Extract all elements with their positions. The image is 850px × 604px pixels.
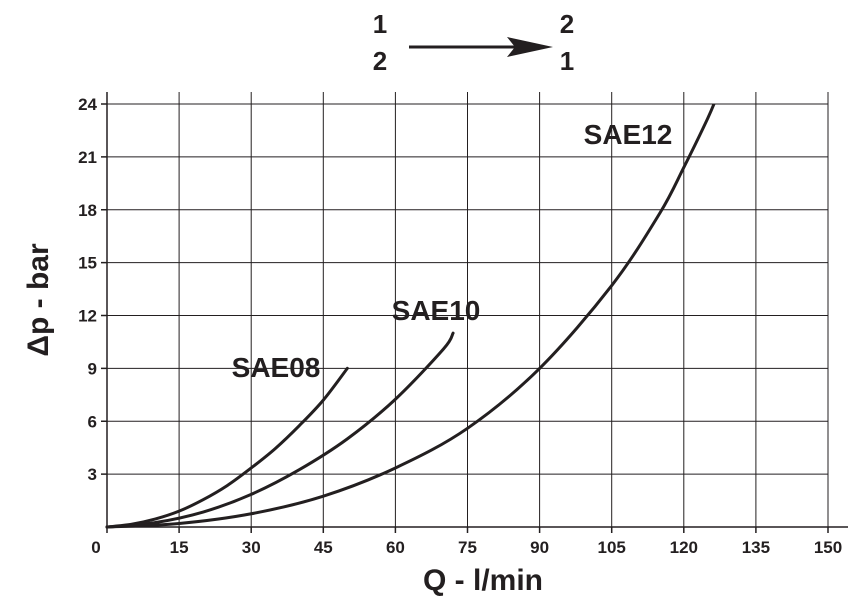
x-tick-label-60: 60 <box>386 538 405 557</box>
tick-labels: 0 15 30 45 60 75 90 105 120 135 150 3 6 9 12 15 18 21 24 <box>78 95 842 557</box>
series-label-sae12: SAE12 <box>584 119 673 150</box>
x-tick-label-75: 75 <box>458 538 477 557</box>
flow-port-to-row1: 2 <box>560 9 574 39</box>
series-line-sae12 <box>105 104 716 529</box>
x-tick-label-15: 15 <box>170 538 189 557</box>
grid <box>107 92 829 527</box>
y-tick-label-12: 12 <box>78 307 97 326</box>
series-label-sae08: SAE08 <box>232 352 321 383</box>
series-label-sae10: SAE10 <box>392 295 481 326</box>
x-tick-label-105: 105 <box>598 538 626 557</box>
y-tick-label-24: 24 <box>78 95 97 114</box>
x-tick-label-0: 0 <box>91 538 100 557</box>
series-curves: SAE08 SAE10 SAE12 <box>105 104 716 529</box>
y-tick-label-15: 15 <box>78 254 97 273</box>
x-tick-label-45: 45 <box>314 538 333 557</box>
flow-direction-indicator: 1 2 2 1 <box>373 9 574 76</box>
x-axis-title: Q - l/min <box>423 564 543 597</box>
x-tick-label-30: 30 <box>242 538 261 557</box>
series-line-sae10 <box>105 331 455 529</box>
y-axis-title: Δp - bar <box>22 243 55 357</box>
series-line-sae08 <box>105 366 349 529</box>
flow-arrow-head <box>507 37 553 57</box>
y-tick-label-6: 6 <box>88 412 97 431</box>
x-tick-label-120: 120 <box>670 538 698 557</box>
y-tick-label-21: 21 <box>78 148 97 167</box>
y-tick-label-9: 9 <box>88 359 97 378</box>
x-tick-label-150: 150 <box>814 538 842 557</box>
y-tick-label-3: 3 <box>88 465 97 484</box>
flow-port-from-row2: 2 <box>373 46 387 76</box>
axes <box>101 92 848 533</box>
flow-port-to-row2: 1 <box>560 46 574 76</box>
x-tick-label-90: 90 <box>530 538 549 557</box>
y-tick-label-18: 18 <box>78 201 97 220</box>
flow-port-from-row1: 1 <box>373 9 387 39</box>
x-tick-label-135: 135 <box>742 538 770 557</box>
